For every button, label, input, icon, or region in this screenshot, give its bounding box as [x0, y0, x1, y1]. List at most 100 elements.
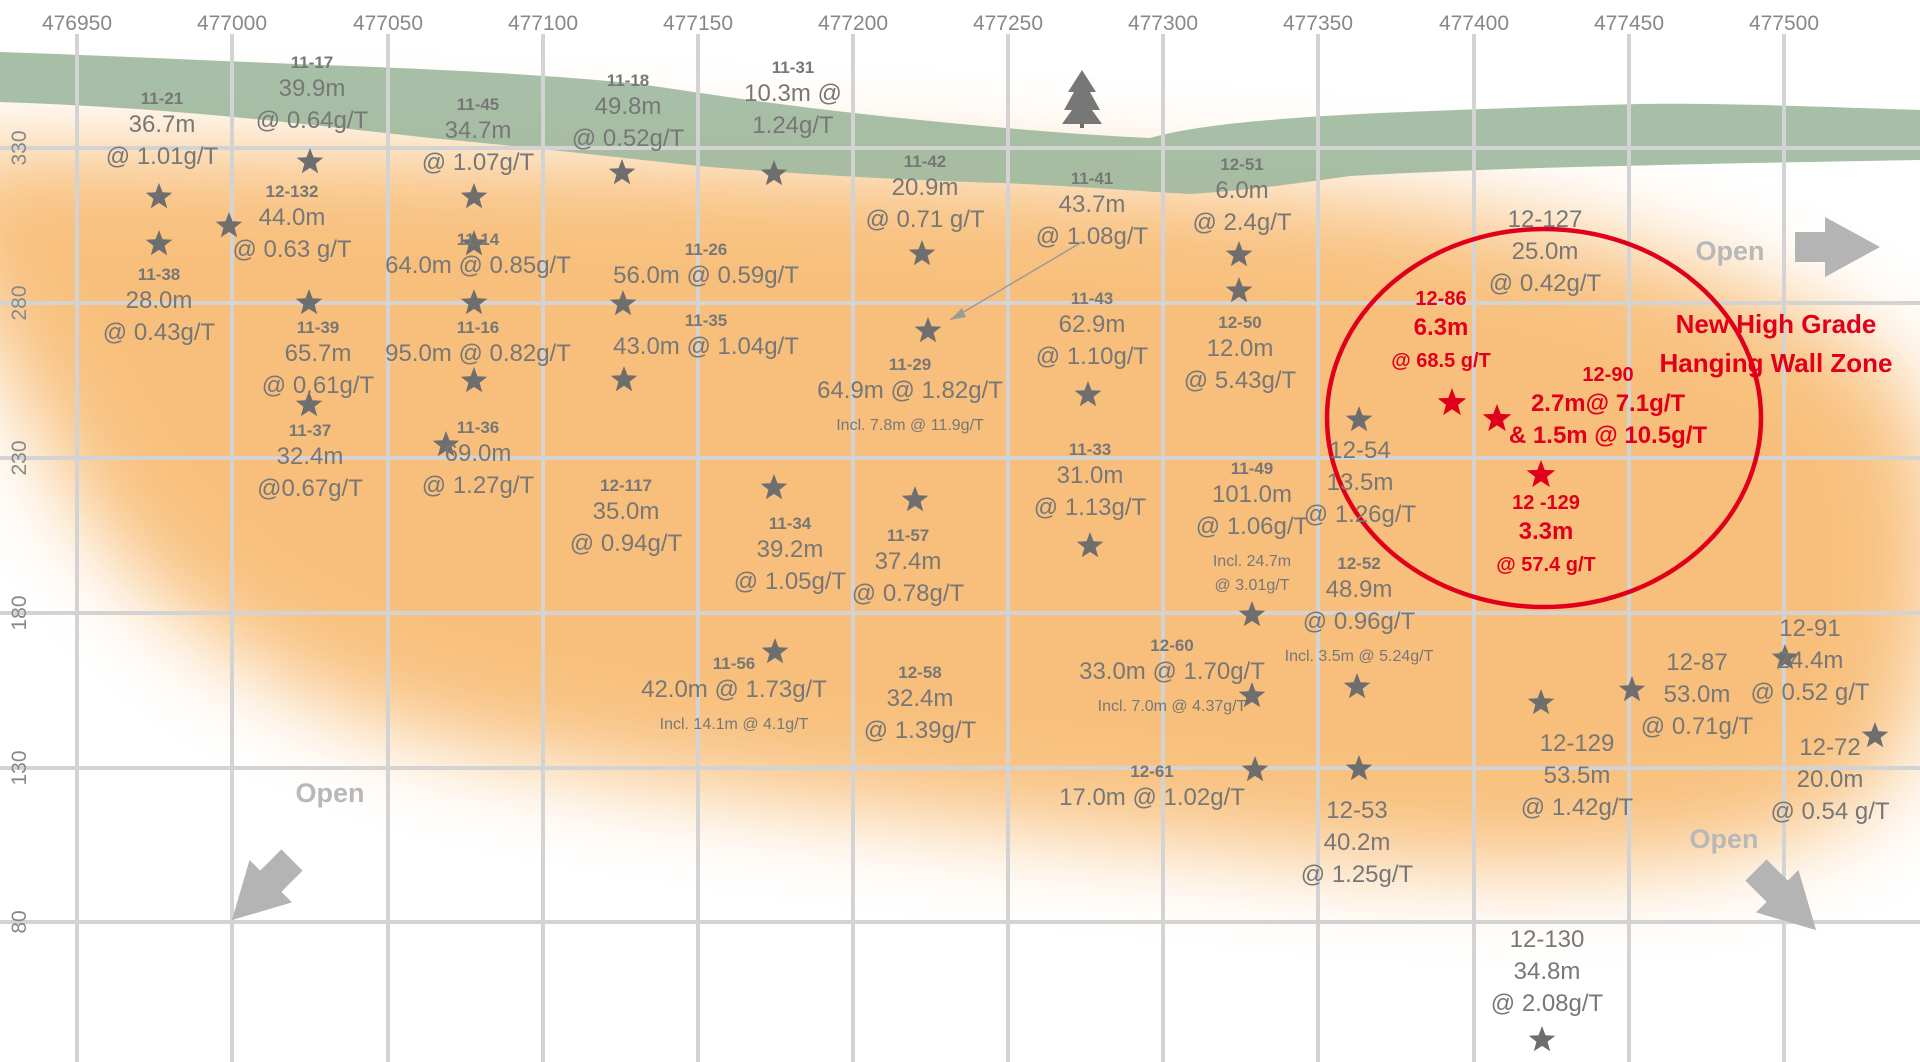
- open-arrow-down-left: [231, 849, 303, 921]
- drill-hole-label: @ 5.43g/T: [1184, 367, 1297, 394]
- drill-hole-label: @ 0.52 g/T: [1750, 679, 1869, 706]
- elevation-tick-label: 230: [8, 440, 31, 475]
- drill-hole-label: @ 0.94g/T: [570, 530, 683, 557]
- mineralized-zone: [0, 149, 1920, 867]
- drill-hole-label: @ 1.05g/T: [734, 568, 847, 595]
- open-label-bottom-right: Open: [1689, 824, 1758, 854]
- drill-hole-star-icon: [1345, 406, 1373, 432]
- drill-hole-star-icon: [1771, 644, 1799, 670]
- easting-tick-label: 477250: [973, 12, 1043, 35]
- leader-arrow: [949, 241, 1083, 321]
- drill-hole-label: 20.9m: [892, 174, 959, 201]
- drill-hole-label: 65.7m: [285, 340, 352, 367]
- drill-hole-label: 11-33: [1069, 440, 1112, 459]
- drill-hole-label: @ 0.54 g/T: [1770, 798, 1889, 825]
- drill-hole-star-icon: [1345, 755, 1373, 781]
- drill-hole-label: 39.2m: [757, 536, 824, 563]
- drill-hole-star-icon: [609, 290, 637, 316]
- drill-hole-label: 11-37: [289, 421, 332, 440]
- drill-hole-label: @ 0.78g/T: [852, 580, 965, 607]
- drill-hole-label: 12-60: [1150, 636, 1193, 655]
- drill-hole-label: 11-17: [291, 53, 334, 72]
- easting-tick-label: 477200: [818, 12, 888, 35]
- drill-hole-label: 11-35: [685, 311, 728, 330]
- easting-tick-label: 477050: [353, 12, 423, 35]
- drill-hole-label: @ 1.27g/T: [422, 472, 535, 499]
- drill-hole-label: @ 1.42g/T: [1521, 794, 1634, 821]
- drill-hole-label: @ 2.08g/T: [1491, 990, 1604, 1017]
- drill-hole-labels: 11-21 36.7m @ 1.01g/T 11-17 39.9m @ 0.64g/T 11…: [103, 53, 1890, 1017]
- drill-hole-label: @ 1.08g/T: [1036, 223, 1149, 250]
- drill-hole-star-icon: [760, 474, 788, 500]
- axis-tick-labels: 476950 477000 477050 477100 477150 477200 4772…: [8, 12, 1819, 934]
- drill-hole-label: 36.7m: [129, 111, 196, 138]
- drill-hole-label: Incl. 14.1m @ 4.1g/T: [660, 716, 809, 733]
- drill-hole-label: 12-91: [1779, 615, 1840, 642]
- drill-hole-label: 28.0m: [126, 287, 193, 314]
- drill-hole-label: 11-41: [1071, 169, 1114, 188]
- drill-hole-markers: [145, 148, 1889, 1052]
- easting-tick-label: 477500: [1749, 12, 1819, 35]
- drill-hole-star-icon: [1225, 241, 1253, 267]
- drill-hole-label: 11-29: [889, 355, 932, 374]
- drill-hole-label: 95.0m @ 0.82g/T: [385, 340, 571, 367]
- drill-hole-label: 12-61: [1130, 762, 1173, 781]
- drill-hole-label: 12-53: [1326, 797, 1387, 824]
- drill-hole-star-icon: [610, 366, 638, 392]
- drill-hole-label: 11-56: [713, 654, 756, 673]
- drill-hole-star-icon: [1074, 381, 1102, 407]
- drill-hole-label: 12-87: [1666, 649, 1727, 676]
- elevation-tick-label: 280: [8, 285, 31, 320]
- drill-hole-label: 49.8m: [595, 93, 662, 120]
- drill-hole-label: @ 0.71g/T: [1641, 713, 1754, 740]
- drill-hole-label: 12-117: [600, 476, 652, 495]
- drill-hole-star-icon: [1238, 682, 1266, 708]
- drill-hole-star-icon: [908, 240, 936, 266]
- drill-hole-label: 12-52: [1337, 554, 1380, 573]
- open-label-bottom-left: Open: [295, 778, 364, 808]
- drill-hole-label: 101.0m: [1212, 481, 1292, 508]
- drill-hole-label: @ 1.26g/T: [1304, 501, 1417, 528]
- drill-hole-label: @ 0.42g/T: [1489, 270, 1602, 297]
- drill-hole-label: 11-39: [297, 318, 340, 337]
- zone-title-line1: New High Grade: [1676, 309, 1877, 339]
- elevation-tick-label: 80: [8, 910, 31, 933]
- drill-hole-label: 34.8m: [1514, 958, 1581, 985]
- drill-hole-label: 6.3m: [1414, 314, 1469, 341]
- drill-hole-label: 12-50: [1218, 313, 1261, 332]
- drill-hole-label: 11-36: [457, 418, 500, 437]
- drill-hole-star-icon: [215, 212, 243, 238]
- drill-hole-label: 2.7m@ 7.1g/T: [1531, 390, 1685, 417]
- drill-hole-label: @ 1.06g/T: [1196, 513, 1309, 540]
- drill-hole-label: 11-45: [457, 95, 500, 114]
- drill-hole-label: 64.9m @ 1.82g/T: [817, 377, 1003, 404]
- drill-hole-label: 43.7m: [1059, 191, 1126, 218]
- drill-hole-label: 40.2m: [1324, 829, 1391, 856]
- open-label-right: Open: [1695, 236, 1764, 266]
- drill-hole-star-icon: [460, 230, 488, 256]
- drill-hole-star-icon: [145, 183, 173, 209]
- drill-hole-label: @ 1.10g/T: [1036, 343, 1149, 370]
- drill-hole-label: Incl. 7.8m @ 11.9g/T: [836, 417, 984, 434]
- drill-hole-label: 48.9m: [1326, 576, 1393, 603]
- drill-hole-star-icon: [460, 289, 488, 315]
- drill-hole-star-icon: [1527, 689, 1555, 715]
- coordinate-grid: [0, 34, 1920, 1062]
- high-grade-star-icon: [1437, 388, 1467, 416]
- drill-hole-label: 42.0m @ 1.73g/T: [641, 676, 827, 703]
- drill-hole-star-icon: [432, 431, 460, 457]
- high-grade-zone-outline: [1324, 226, 1764, 610]
- easting-tick-label: 477450: [1594, 12, 1664, 35]
- elevation-tick-label: 330: [8, 130, 31, 165]
- drill-hole-star-icon: [460, 367, 488, 393]
- drill-hole-label: 11-26: [685, 240, 728, 259]
- drill-hole-label: 56.0m @ 0.59g/T: [613, 262, 799, 289]
- easting-tick-label: 477150: [663, 12, 733, 35]
- drill-hole-label: 12-54: [1329, 437, 1390, 464]
- drill-hole-label: @ 2.4g/T: [1192, 209, 1291, 236]
- drill-hole-label: 10.3m @: [744, 80, 842, 107]
- tree-icon: [1062, 70, 1102, 128]
- drill-hole-label: 3.3m: [1519, 518, 1574, 545]
- open-arrow-down-right: [1745, 859, 1817, 931]
